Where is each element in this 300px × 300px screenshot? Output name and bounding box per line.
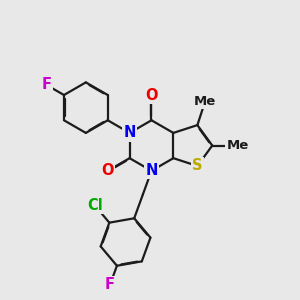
Text: N: N (145, 163, 158, 178)
Text: Me: Me (194, 94, 216, 108)
Text: O: O (145, 88, 158, 103)
Text: N: N (123, 125, 136, 140)
Text: F: F (41, 77, 52, 92)
Text: Me: Me (226, 139, 249, 152)
Text: Cl: Cl (87, 198, 103, 213)
Text: S: S (192, 158, 202, 173)
Text: F: F (105, 277, 115, 292)
Text: O: O (101, 163, 114, 178)
